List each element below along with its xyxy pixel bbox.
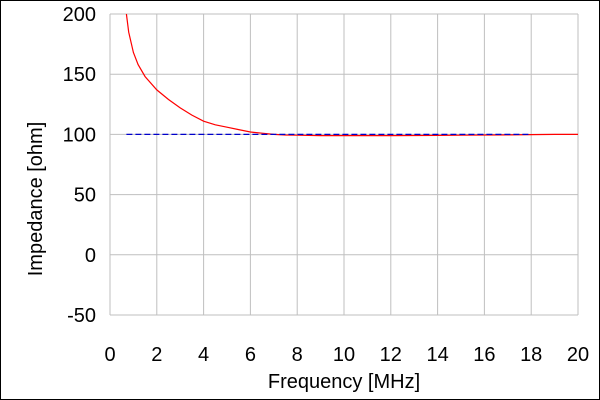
x-tick-label: 10 (333, 344, 355, 366)
y-tick-label: 150 (63, 64, 96, 86)
x-tick-label: 16 (473, 344, 495, 366)
x-tick-label: 4 (198, 344, 209, 366)
grid (109, 13, 579, 316)
tick-labels: 0 2 4 6 8 10 12 14 16 18 20 -50 0 50 100 150 200 (63, 4, 590, 366)
x-tick-label: 8 (292, 344, 303, 366)
x-tick-label: 2 (151, 344, 162, 366)
x-tick-label: 18 (520, 344, 542, 366)
x-tick-label: 14 (426, 344, 448, 366)
y-tick-label: 0 (85, 245, 96, 267)
y-tick-label: -50 (67, 305, 96, 327)
y-tick-label: 100 (63, 124, 96, 146)
x-axis-title: Frequency [MHz] (268, 371, 420, 393)
y-axis-title: Impedance [ohm] (25, 122, 47, 277)
series-layer (125, 13, 578, 137)
x-tick-label: 20 (567, 344, 589, 366)
x-tick-label: 0 (104, 344, 115, 366)
series-line-1 (125, 13, 578, 137)
y-tick-label: 50 (74, 185, 96, 207)
x-tick-label: 6 (245, 344, 256, 366)
x-tick-label: 12 (380, 344, 402, 366)
y-tick-label: 200 (63, 4, 96, 26)
